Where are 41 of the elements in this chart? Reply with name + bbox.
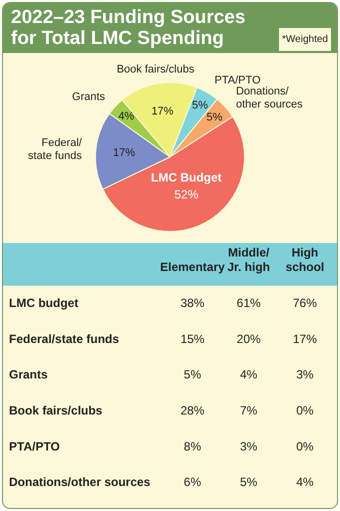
x-tick-label: High school (286, 246, 324, 274)
data-label: 3% (296, 368, 314, 382)
slice-label: Federal/ state funds (28, 136, 83, 162)
y-tick-label: Grants (9, 368, 48, 382)
data-label: 5% (206, 111, 223, 124)
y-tick-label: Federal/state funds (9, 332, 120, 346)
data-label: 17% (292, 332, 318, 346)
data-label: 3% (240, 439, 258, 454)
slice-label: Grants (72, 90, 106, 103)
data-label: 5% (192, 100, 208, 112)
data-label: 5% (240, 475, 258, 490)
data-label: 15% (180, 332, 205, 346)
y-tick-label: LMC budget (9, 296, 78, 310)
data-label: 0% (296, 404, 314, 418)
data-label: 38% (180, 296, 205, 310)
data-label: 52% (174, 188, 199, 202)
x-tick-label: Elementary (160, 260, 226, 274)
text: *Weighted (279, 28, 331, 51)
y-tick-label: Book fairs/clubs (9, 404, 103, 418)
data-label: 7% (240, 404, 258, 418)
data-label: 0% (296, 439, 314, 454)
data-label: 20% (236, 332, 262, 346)
slice-label: LMC Budget (151, 170, 222, 185)
chart-title: 2022–23 Funding Sources for Total LMC Spending (11, 7, 246, 49)
y-tick-label: Donations/other sources (9, 475, 151, 490)
data-label: 17% (112, 147, 136, 160)
data-label: 4% (118, 110, 134, 123)
data-label: 76% (292, 296, 318, 310)
data-label: 61% (236, 296, 262, 310)
slice-label: Book fairs/clubs (116, 64, 195, 76)
data-label: 6% (184, 475, 202, 490)
data-label: 28% (180, 404, 205, 418)
data-label: 4% (240, 368, 258, 382)
data-label: 8% (184, 439, 202, 454)
y-tick-label: PTA/PTO (9, 439, 60, 454)
data-label: 5% (184, 368, 202, 382)
slice-label: PTA/PTO (214, 74, 262, 87)
slice-label: Donations/ other sources (236, 86, 304, 111)
data-label: 17% (151, 105, 174, 118)
x-tick-label: Middle/ Jr. high (227, 246, 270, 274)
data-label: 4% (296, 475, 314, 490)
